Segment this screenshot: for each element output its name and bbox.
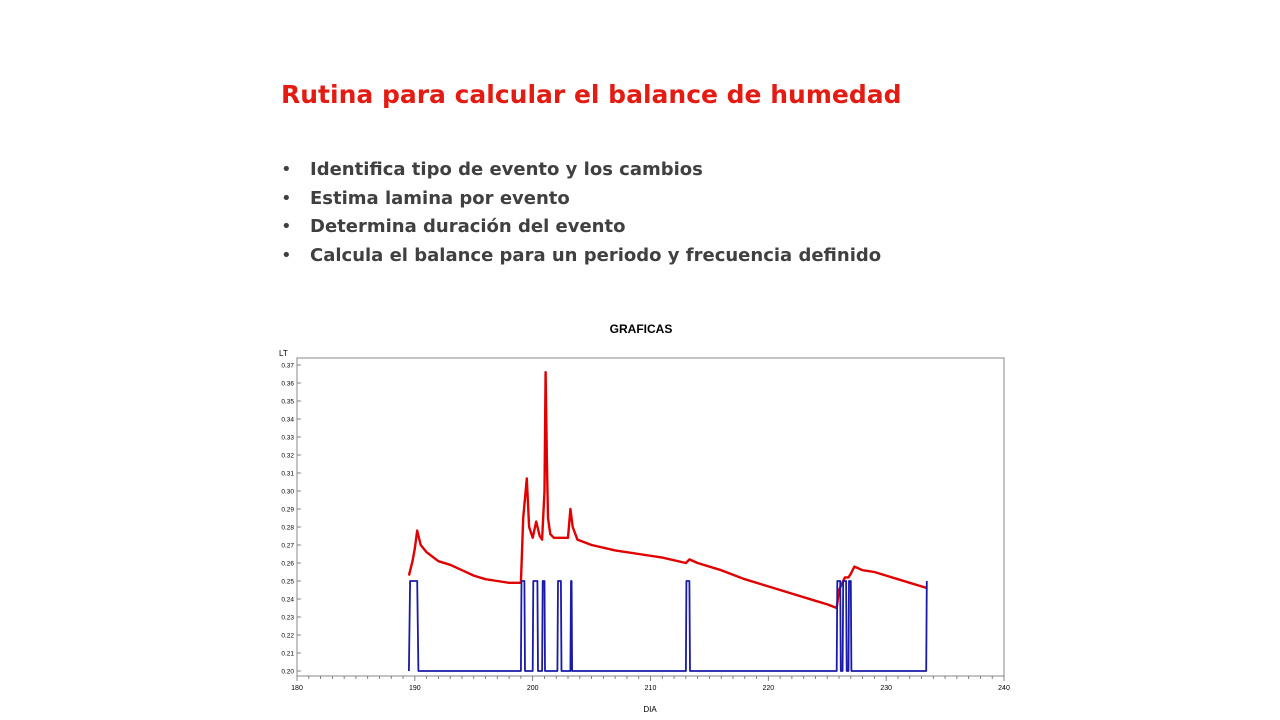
y-axis: 0.20 0.21 0.22 0.23 0.24 0.25 0.26 0.27 0.28 0.29… xyxy=(281,363,301,676)
chart-title: GRAFICAS xyxy=(610,322,673,336)
y-tick-label: 0.35 xyxy=(281,399,294,406)
y-tick-label: 0.33 xyxy=(281,435,294,442)
x-tick-label: 190 xyxy=(409,685,421,692)
x-tick-label: 240 xyxy=(998,685,1010,692)
x-tick-label: 220 xyxy=(762,685,774,692)
x-tick-label: 200 xyxy=(527,685,539,692)
x-tick-label: 210 xyxy=(645,685,657,692)
plot-frame xyxy=(296,357,1005,677)
y-tick-label: 0.22 xyxy=(281,633,294,640)
series-line-1 xyxy=(407,371,928,610)
series-line-2 xyxy=(408,580,928,672)
y-tick-label: 0.21 xyxy=(281,651,294,658)
y-tick-label: 0.28 xyxy=(281,525,294,532)
y-tick-label: 0.23 xyxy=(281,615,294,622)
bullet-list: Identifica tipo de evento y los cambios … xyxy=(281,156,881,270)
y-tick-label: 0.24 xyxy=(281,597,294,604)
y-tick-label: 0.37 xyxy=(281,363,294,370)
y-tick-label: 0.26 xyxy=(281,561,294,568)
bullet-item: Estima lamina por evento xyxy=(281,185,881,214)
y-tick-label: 0.36 xyxy=(281,381,294,388)
x-axis: 180 190 200 210 220 230 240 xyxy=(291,676,1010,692)
y-tick-label: 0.29 xyxy=(281,507,294,514)
x-tick-label: 180 xyxy=(291,685,303,692)
y-tick-label: 0.30 xyxy=(281,489,294,496)
series-layer xyxy=(407,371,928,672)
y-tick-label: 0.32 xyxy=(281,453,294,460)
y-tick-label: 0.31 xyxy=(281,471,294,478)
x-axis-label: DIA xyxy=(643,705,657,714)
y-axis-label: LT xyxy=(279,349,288,358)
bullet-item: Identifica tipo de evento y los cambios xyxy=(281,156,881,185)
bullet-item: Determina duración del evento xyxy=(281,213,881,242)
y-tick-label: 0.20 xyxy=(281,669,294,676)
y-tick-label: 0.27 xyxy=(281,543,294,550)
bullet-item: Calcula el balance para un periodo y fre… xyxy=(281,242,881,271)
x-tick-label: 230 xyxy=(880,685,892,692)
slide-title: Rutina para calcular el balance de humed… xyxy=(281,80,902,109)
y-tick-label: 0.34 xyxy=(281,417,294,424)
y-tick-label: 0.25 xyxy=(281,579,294,586)
